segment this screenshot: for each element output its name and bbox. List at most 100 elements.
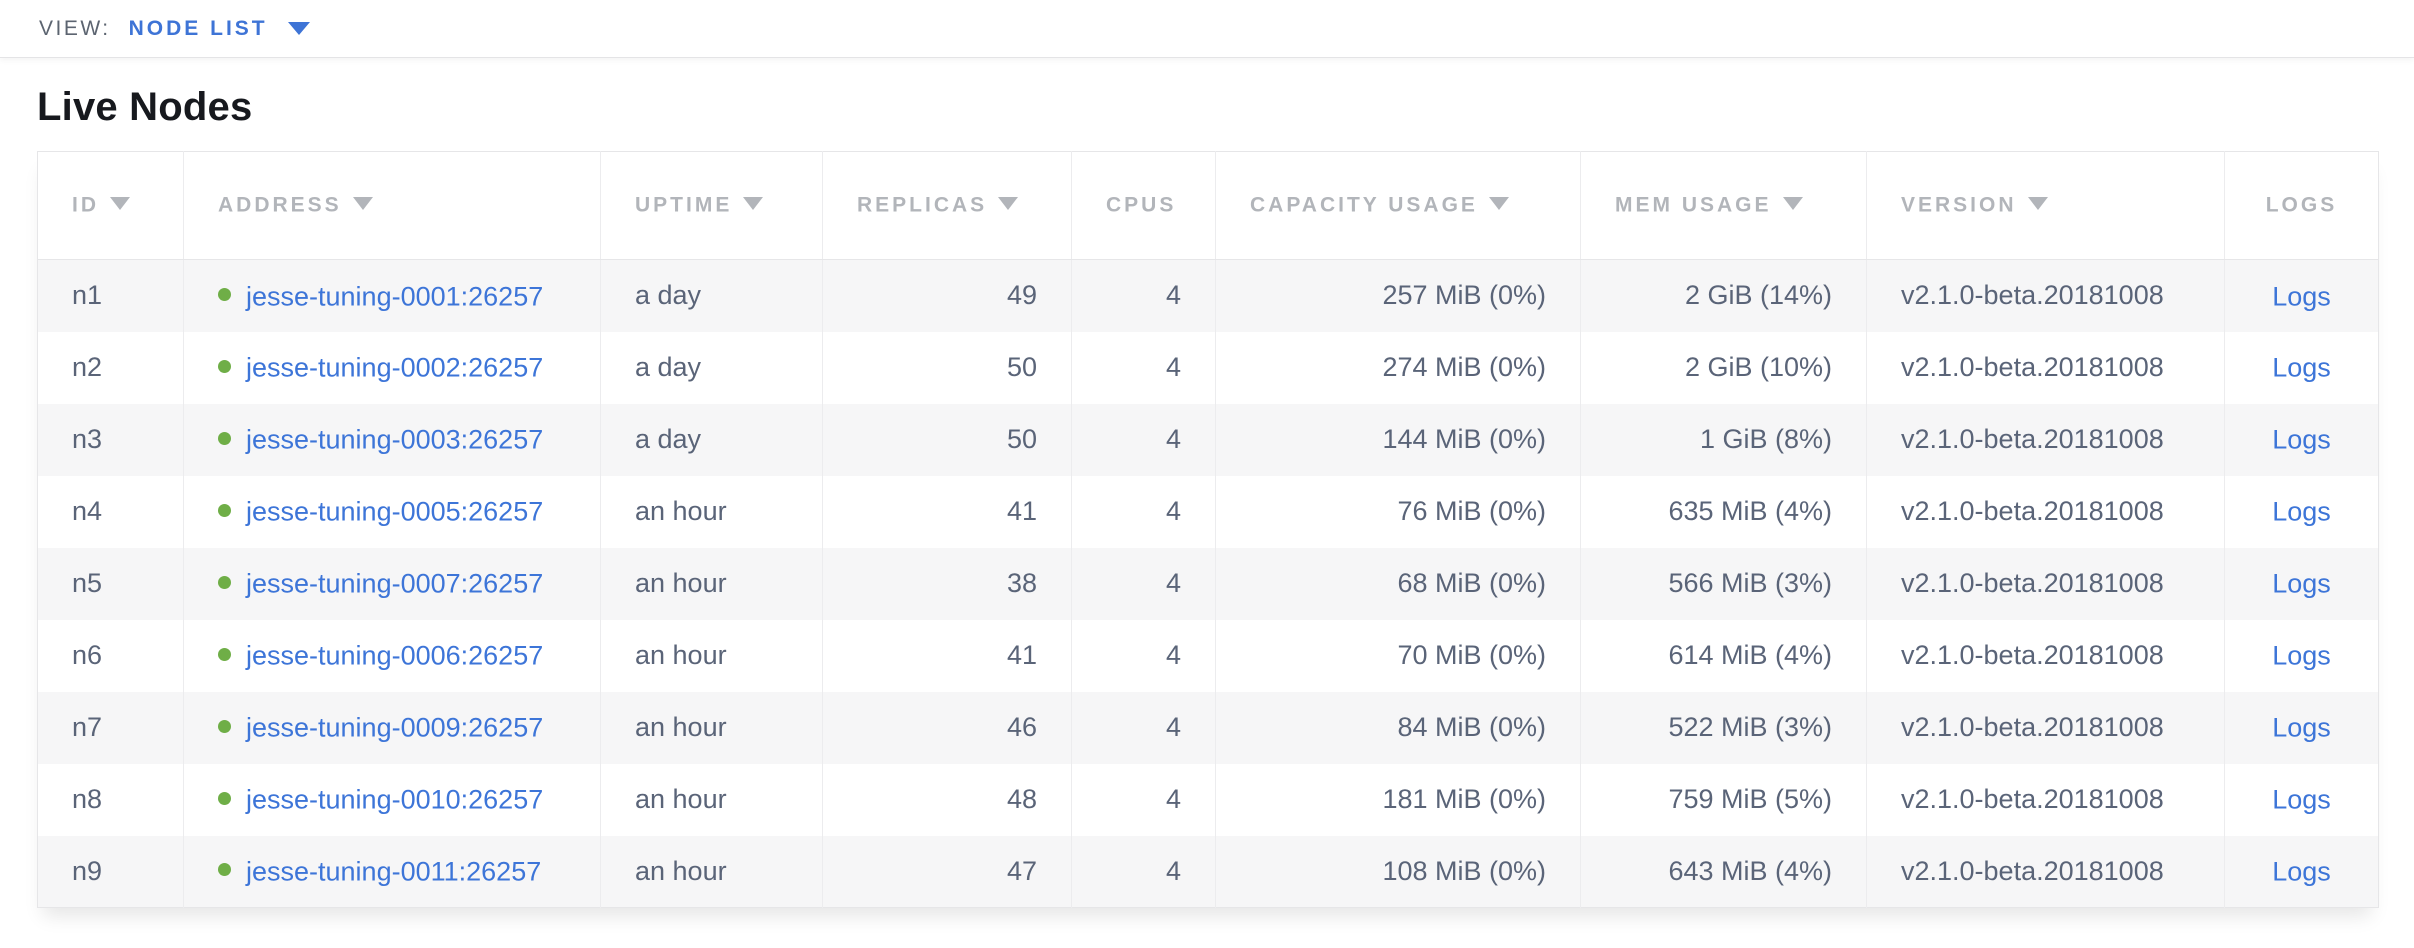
node-uptime-cell: an hour [600,547,823,620]
node-live-status-icon [218,359,231,373]
node-id-cell: n2 [72,352,103,382]
column-header-uptime[interactable]: UPTIME [600,151,823,260]
node-replicas-cell: 50 [822,331,1072,404]
node-address-link[interactable]: jesse-tuning-0002:26257 [246,352,544,383]
node-version-cell: v2.1.0-beta.20181008 [1866,547,2225,620]
sort-desc-icon [1488,197,1509,211]
node-cpus-cell: 4 [1071,403,1216,476]
column-header-capacity[interactable]: CAPACITY USAGE [1215,151,1581,260]
node-address-cell: jesse-tuning-0010:26257 [183,763,601,836]
node-id-cell: n8 [72,784,103,814]
column-header-label: ADDRESS [218,193,342,217]
node-logs-link[interactable]: Logs [2272,856,2331,887]
node-version-cell: v2.1.0-beta.20181008 [1866,691,2225,764]
node-uptime-cell: a day [600,403,823,476]
column-header-label: CPUS [1106,193,1177,217]
node-logs-link[interactable]: Logs [2272,568,2331,599]
table-row: n5 jesse-tuning-0007:26257 an hour 38 4 … [37,547,2379,620]
column-header-label: MEM USAGE [1615,193,1772,217]
node-logs-link[interactable]: Logs [2272,352,2331,383]
node-id-cell: n6 [72,640,103,670]
node-address-link[interactable]: jesse-tuning-0010:26257 [246,784,544,815]
node-logs-cell: Logs [2224,691,2379,764]
node-logs-link[interactable]: Logs [2272,424,2331,455]
node-logs-cell: Logs [2224,619,2379,692]
node-uptime-cell: a day [600,259,823,332]
node-live-status-icon [218,503,231,517]
view-selector-bar: VIEW: NODE LIST [0,0,2414,58]
node-address-link[interactable]: jesse-tuning-0009:26257 [246,712,544,743]
view-selector[interactable]: NODE LIST [129,17,310,41]
node-capacity-cell: 274 MiB (0%) [1215,331,1581,404]
column-header-version[interactable]: VERSION [1866,151,2225,260]
node-mem-cell: 522 MiB (3%) [1580,691,1867,764]
column-header-label: VERSION [1901,193,2017,217]
node-logs-link[interactable]: Logs [2272,496,2331,527]
column-header-mem[interactable]: MEM USAGE [1580,151,1867,260]
node-uptime-cell: an hour [600,835,823,908]
column-header-label: REPLICAS [857,193,988,217]
column-header-label: CAPACITY USAGE [1250,193,1478,217]
node-address-cell: jesse-tuning-0001:26257 [183,259,601,332]
node-address-link[interactable]: jesse-tuning-0007:26257 [246,568,544,599]
node-capacity-cell: 144 MiB (0%) [1215,403,1581,476]
node-live-status-icon [218,575,231,589]
node-logs-link[interactable]: Logs [2272,280,2331,311]
node-address-link[interactable]: jesse-tuning-0003:26257 [246,424,544,455]
sort-desc-icon [110,197,130,211]
node-address-link[interactable]: jesse-tuning-0001:26257 [246,280,544,311]
node-logs-cell: Logs [2224,475,2379,548]
sort-desc-icon [998,197,1019,211]
node-address-link[interactable]: jesse-tuning-0011:26257 [246,856,542,887]
node-version-cell: v2.1.0-beta.20181008 [1866,331,2225,404]
node-replicas-cell: 46 [822,691,1072,764]
node-logs-link[interactable]: Logs [2272,784,2331,815]
node-address-link[interactable]: jesse-tuning-0006:26257 [246,640,544,671]
node-version-cell: v2.1.0-beta.20181008 [1866,619,2225,692]
node-address-cell: jesse-tuning-0006:26257 [183,619,601,692]
node-logs-cell: Logs [2224,547,2379,620]
sort-desc-icon [2027,197,2048,211]
node-replicas-cell: 41 [822,619,1072,692]
table-row: n2 jesse-tuning-0002:26257 a day 50 4 27… [37,331,2379,404]
node-cpus-cell: 4 [1071,259,1216,332]
node-replicas-cell: 38 [822,547,1072,620]
node-cpus-cell: 4 [1071,547,1216,620]
node-logs-cell: Logs [2224,259,2379,332]
node-live-status-icon [218,719,231,733]
table-row: n9 jesse-tuning-0011:26257 an hour 47 4 … [37,835,2379,908]
node-logs-link[interactable]: Logs [2272,640,2331,671]
node-id-cell: n7 [72,712,103,742]
node-logs-link[interactable]: Logs [2272,712,2331,743]
table-row: n6 jesse-tuning-0006:26257 an hour 41 4 … [37,619,2379,692]
sort-desc-icon [1782,197,1803,211]
view-label: VIEW: [39,16,111,40]
node-live-status-icon [218,287,231,301]
node-uptime-cell: an hour [600,763,823,836]
column-header-label: UPTIME [635,193,733,217]
node-id-cell: n9 [72,855,103,886]
node-replicas-cell: 49 [822,259,1072,332]
node-uptime-cell: an hour [600,691,823,764]
column-header-replicas[interactable]: REPLICAS [822,151,1072,260]
node-id-cell: n1 [72,280,103,311]
node-address-link[interactable]: jesse-tuning-0005:26257 [246,496,544,527]
column-header-label: LOGS [2265,193,2338,217]
node-capacity-cell: 68 MiB (0%) [1215,547,1581,620]
node-cpus-cell: 4 [1071,331,1216,404]
node-uptime-cell: an hour [600,619,823,692]
node-cpus-cell: 4 [1071,835,1216,908]
node-capacity-cell: 76 MiB (0%) [1215,475,1581,548]
node-uptime-cell: an hour [600,475,823,548]
node-uptime-cell: a day [600,331,823,404]
page-title: Live Nodes [37,85,253,129]
node-logs-cell: Logs [2224,763,2379,836]
table-row: n1 jesse-tuning-0001:26257 a day 49 4 25… [37,259,2379,332]
column-header-id[interactable]: ID [37,151,184,260]
node-address-cell: jesse-tuning-0002:26257 [183,331,601,404]
node-cpus-cell: 4 [1071,763,1216,836]
table-row: n7 jesse-tuning-0009:26257 an hour 46 4 … [37,691,2379,764]
node-version-cell: v2.1.0-beta.20181008 [1866,475,2225,548]
column-header-address[interactable]: ADDRESS [183,151,601,260]
live-nodes-table-card: ID ADDRESS UPTIME REPLICAS CPUS CAPACITY… [37,151,2379,908]
